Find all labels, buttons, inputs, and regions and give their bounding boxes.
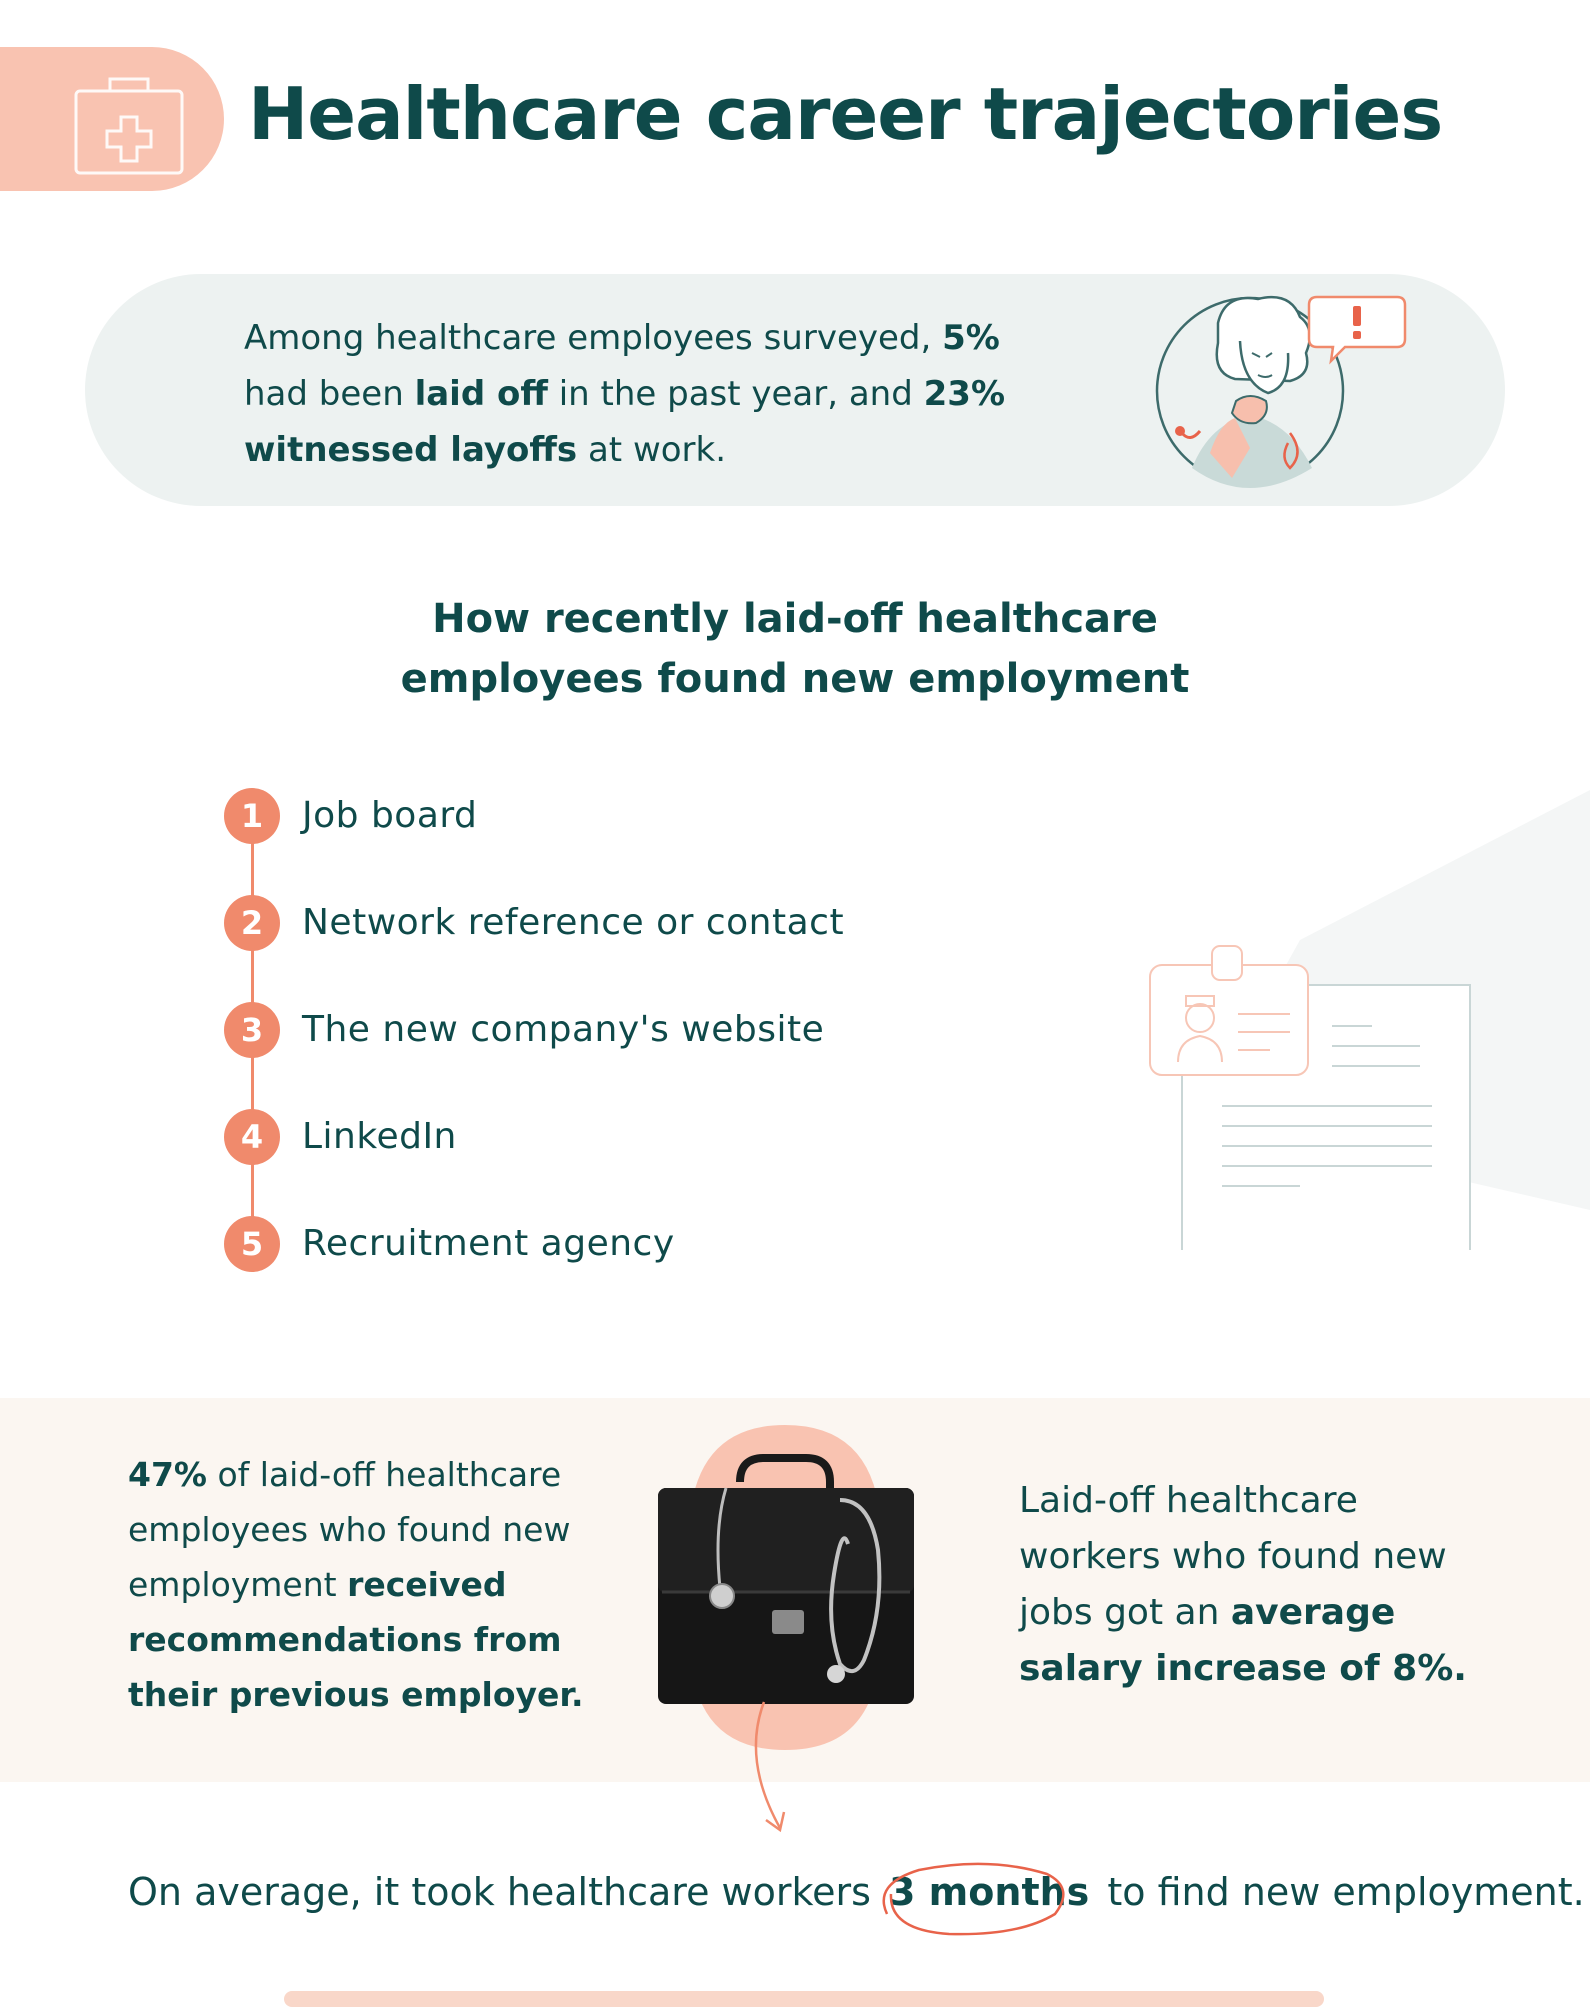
step-label: LinkedIn [302,1116,457,1157]
section-title-line-2: employees found new employment [400,656,1190,702]
step-number: 4 [224,1109,280,1165]
step-number: 2 [224,895,280,951]
section-title: How recently laid-off healthcare employe… [0,589,1590,709]
step-number: 5 [224,1216,280,1272]
step-label: Network reference or contact [302,902,845,943]
briefcase-stethoscope-photo [658,1425,914,1750]
step-number: 3 [224,1002,280,1058]
thinking-doctor-illustration [1155,295,1407,488]
nurse-resume-illustration [1149,945,1471,1250]
medical-kit-icon [74,77,184,175]
highlighted-duration: 3 months [882,1862,1095,1936]
footer-accent [284,1991,1324,2007]
hand-drawn-circle [882,1862,1065,1936]
page-title: Healthcare career trajectories [248,72,1443,156]
step-label: The new company's website [302,1009,825,1050]
step-label: Job board [302,795,478,836]
step-number: 1 [224,788,280,844]
curved-arrow-icon [754,1701,786,1833]
average-time-statement: On average, it took healthcare workers 3… [128,1862,1585,1936]
step-label: Recruitment agency [302,1223,675,1264]
recommendation-stat: 47% of laid-off healthcare employees who… [128,1455,584,1714]
salary-stat: Laid-off healthcare workers who found ne… [1019,1480,1467,1689]
section-title-line-1: How recently laid-off healthcare [432,596,1158,642]
header-accent [0,47,224,191]
intro-text: Among healthcare employees surveyed, 5% … [244,318,1006,470]
